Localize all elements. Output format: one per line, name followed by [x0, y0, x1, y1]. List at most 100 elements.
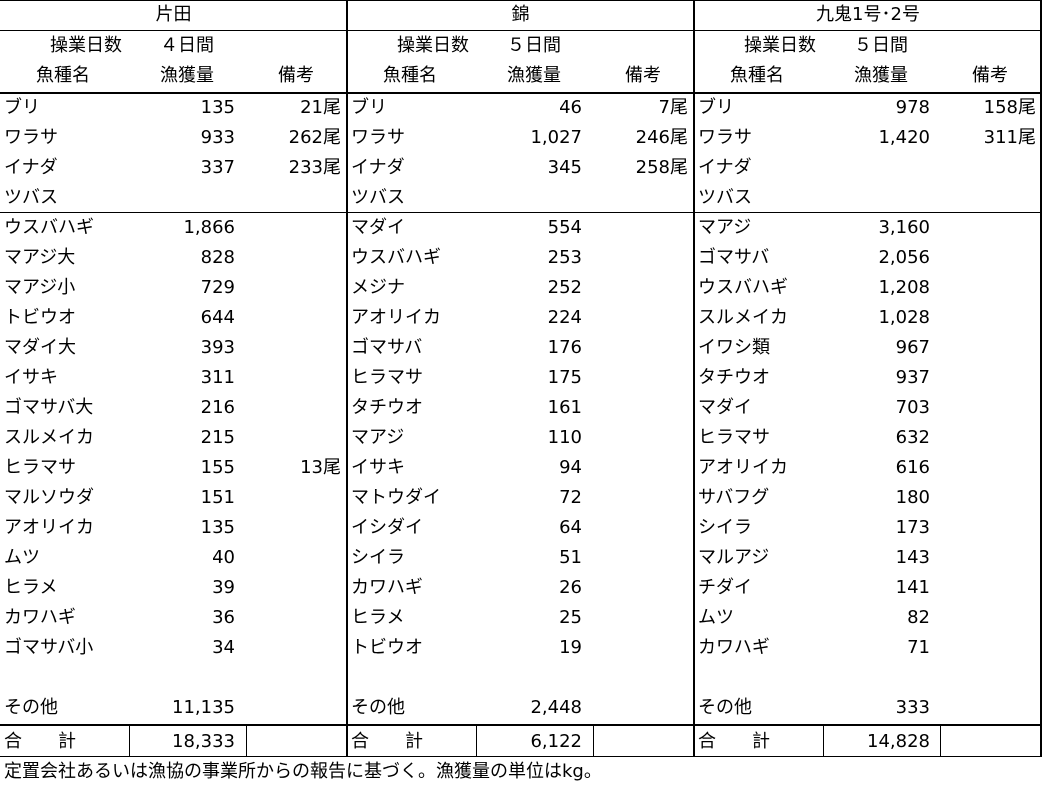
catch-value: 2,056	[878, 247, 930, 268]
fish-name: マアジ	[351, 427, 405, 448]
catch-value: 135	[200, 97, 235, 118]
table-row: ツバス	[347, 183, 694, 213]
days-label: 操業日数	[744, 35, 816, 56]
fish-name: ヒラマサ	[698, 427, 770, 448]
header-catch: 漁獲量	[507, 65, 561, 86]
total-row: 合 計 14,828	[694, 727, 1042, 757]
fish-name: ウスバハギ	[351, 247, 441, 268]
catch-value: 82	[907, 607, 930, 628]
fish-name: ツバス	[4, 187, 58, 208]
catch-value: 143	[895, 547, 930, 568]
fish-name: イサキ	[4, 367, 58, 388]
table-row: マダイ 554	[347, 213, 694, 243]
fish-name: ゴマサバ小	[4, 637, 94, 658]
catch-value: 978	[895, 97, 930, 118]
table-row: タチウオ 937	[694, 363, 1042, 393]
fish-name: ムツ	[4, 547, 40, 568]
other-label: その他	[4, 697, 58, 718]
table-row: カワハギ 26	[347, 573, 694, 603]
total-value: 14,828	[867, 731, 930, 752]
operating-days: 操業日数 ５日間	[694, 31, 1042, 61]
grid-line-bottom	[0, 756, 1042, 757]
table-row: ワラサ 1,420 311尾	[694, 123, 1042, 153]
catch-value: 1,028	[878, 307, 930, 328]
catch-value: 34	[212, 637, 235, 658]
fish-name: カワハギ	[351, 577, 423, 598]
header-catch: 漁獲量	[854, 65, 908, 86]
fish-name: マアジ小	[4, 277, 76, 298]
fish-name: ブリ	[4, 97, 40, 118]
fish-name: ムツ	[698, 607, 734, 628]
catch-value: 345	[547, 157, 582, 178]
table-row: マアジ小 729	[0, 273, 347, 303]
fish-name: チダイ	[698, 577, 752, 598]
column-section-0: 片田 操業日数 ４日間 魚種名 漁獲量 備考 ブリ 135 21尾	[0, 0, 347, 757]
total-label: 合 計	[351, 731, 423, 752]
fish-name: ワラサ	[351, 127, 405, 148]
fish-name: イナダ	[698, 157, 752, 178]
table-row: ゴマサバ小 34	[0, 633, 347, 663]
column-section-1: 錦 操業日数 ５日間 魚種名 漁獲量 備考 ブリ 46 7尾	[347, 0, 694, 757]
catch-value: 135	[200, 517, 235, 538]
catch-value: 180	[895, 487, 930, 508]
fish-name: マダイ大	[4, 337, 76, 358]
fish-name: ヒラマサ	[351, 367, 423, 388]
table-row: マダイ 703	[694, 393, 1042, 423]
grid-line-col1	[346, 0, 348, 757]
catch-value: 215	[200, 427, 235, 448]
operating-days: 操業日数 ５日間	[347, 31, 694, 61]
catch-value: 252	[547, 277, 582, 298]
fish-name: ワラサ	[698, 127, 752, 148]
fish-name: イサキ	[351, 457, 405, 478]
fish-name: イナダ	[4, 157, 58, 178]
days-value: ５日間	[854, 35, 908, 56]
catch-value: 175	[547, 367, 582, 388]
table-row: アオリイカ 616	[694, 453, 1042, 483]
table-row: ワラサ 933 262尾	[0, 123, 347, 153]
catch-value: 40	[212, 547, 235, 568]
note-value: 262尾	[288, 127, 341, 148]
header-note: 備考	[625, 65, 661, 86]
fish-name: アオリイカ	[698, 457, 788, 478]
days-label: 操業日数	[50, 35, 122, 56]
table-row: ゴマサバ 176	[347, 333, 694, 363]
table-row: マルアジ 143	[694, 543, 1042, 573]
fish-name: マアジ大	[4, 247, 76, 268]
table-row: マアジ 110	[347, 423, 694, 453]
table-row: イナダ 345 258尾	[347, 153, 694, 183]
fish-name: カワハギ	[698, 637, 770, 658]
total-value: 6,122	[530, 731, 582, 752]
table-row: チダイ 141	[694, 573, 1042, 603]
table-row: イナダ 337 233尾	[0, 153, 347, 183]
catch-value: 155	[200, 457, 235, 478]
fish-name: シイラ	[698, 517, 752, 538]
fish-name: タチウオ	[698, 367, 770, 388]
catch-value: 337	[200, 157, 235, 178]
catch-value: 937	[895, 367, 930, 388]
fish-name: ウスバハギ	[4, 217, 94, 238]
table-row: ムツ 40	[0, 543, 347, 573]
catch-value: 1,420	[878, 127, 930, 148]
grid-line-total-d	[593, 725, 594, 757]
fish-name: ブリ	[351, 97, 387, 118]
note-value: 233尾	[288, 157, 341, 178]
other-row: その他 11,135	[0, 693, 347, 723]
grid-line-title	[0, 30, 1042, 31]
table-row: メジナ 252	[347, 273, 694, 303]
table-row: アオリイカ 135	[0, 513, 347, 543]
catch-value: 616	[895, 457, 930, 478]
catch-value: 224	[547, 307, 582, 328]
fish-name: マダイ	[698, 397, 752, 418]
table-row: マトウダイ 72	[347, 483, 694, 513]
grid-line-total-b	[246, 725, 247, 757]
catch-value: 161	[547, 397, 582, 418]
fish-name: マトウダイ	[351, 487, 441, 508]
column-section-2: 九鬼1号･2号 操業日数 ５日間 魚種名 漁獲量 備考 ブリ 978 158尾	[694, 0, 1042, 757]
fish-name: ゴマサバ	[351, 337, 423, 358]
catch-value: 39	[212, 577, 235, 598]
fish-name: イシダイ	[351, 517, 423, 538]
table-row: ワラサ 1,027 246尾	[347, 123, 694, 153]
fish-name: ブリ	[698, 97, 734, 118]
catch-value: 311	[200, 367, 235, 388]
fish-name: ツバス	[698, 187, 752, 208]
